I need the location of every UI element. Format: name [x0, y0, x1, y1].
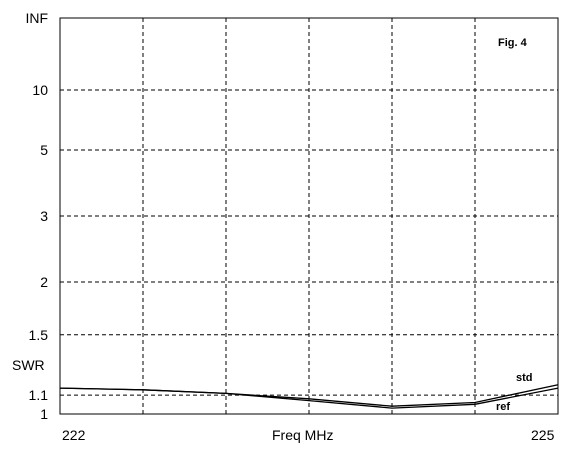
- x-tick-label-end: 225: [531, 427, 555, 443]
- y-tick-label: 10: [32, 82, 48, 98]
- y-tick-labels: 1 1.1 1.5 2 3 5 10 INF: [25, 10, 48, 422]
- y-tick-label: 1.1: [29, 387, 49, 403]
- y-tick-label: 5: [40, 142, 48, 158]
- series-label-ref: ref: [496, 401, 510, 413]
- series-line-ref: [59, 387, 559, 409]
- y-axis-label: SWR: [12, 357, 45, 373]
- series-layer: [59, 384, 559, 409]
- y-tick-label: 1.5: [29, 327, 49, 343]
- y-tick-label: INF: [25, 10, 48, 26]
- x-axis-label: Freq MHz: [272, 427, 333, 443]
- y-tick-label: 2: [40, 274, 48, 290]
- figure-label: Fig. 4: [498, 37, 528, 49]
- series-label-std: std: [516, 372, 533, 384]
- grid-layer: [60, 18, 558, 414]
- y-tick-label: 3: [40, 208, 48, 224]
- x-tick-label-start: 222: [62, 427, 86, 443]
- y-tick-label: 1: [40, 406, 48, 422]
- plot-frame: [59, 17, 559, 415]
